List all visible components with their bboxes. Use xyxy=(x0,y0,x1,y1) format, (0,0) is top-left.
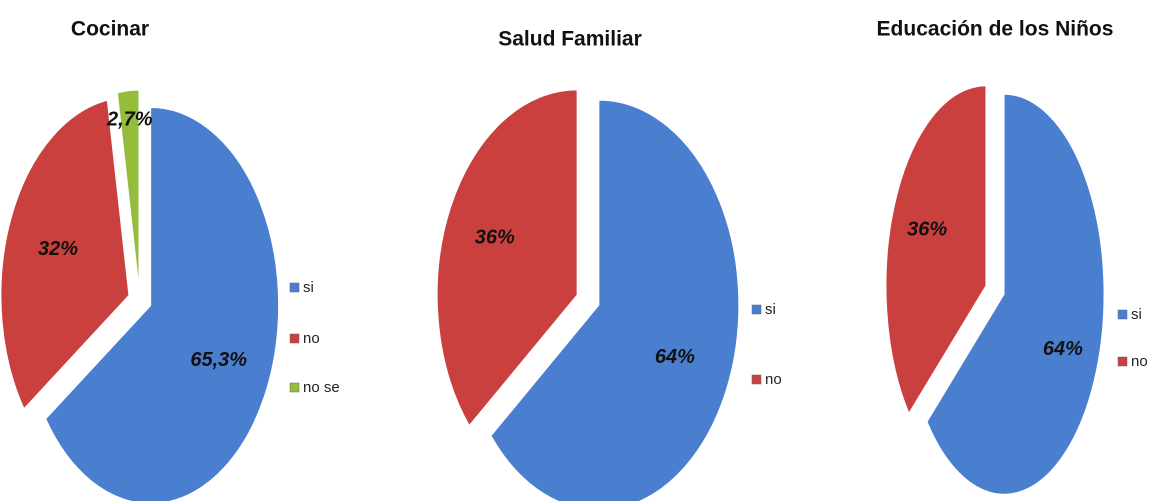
chart-title: Salud Familiar xyxy=(498,28,642,51)
value-label: 65,3% xyxy=(190,349,247,371)
pie-slice xyxy=(885,85,987,415)
value-label: 36% xyxy=(907,219,947,241)
legend-swatch xyxy=(289,382,300,393)
value-label: 36% xyxy=(475,226,515,248)
pie-slice xyxy=(436,89,578,427)
legend-swatch xyxy=(1117,309,1128,320)
legend-swatch xyxy=(289,282,300,293)
legend-label: no xyxy=(765,371,782,388)
legend-label: si xyxy=(303,279,314,296)
legend-label: si xyxy=(765,301,776,318)
chart-title: Cocinar xyxy=(71,18,149,41)
legend-swatch xyxy=(751,374,762,385)
legend-swatch xyxy=(289,333,300,344)
legend-swatch xyxy=(1117,356,1128,367)
pie-slice xyxy=(490,99,740,501)
value-label: 2,7% xyxy=(106,109,153,131)
pie-slice xyxy=(45,107,280,501)
chart-title: Educación de los Niños xyxy=(877,18,1114,41)
legend-swatch xyxy=(751,304,762,315)
pie-slice xyxy=(0,99,130,410)
legend-label: no xyxy=(1131,353,1148,370)
legend-label: no se xyxy=(303,379,340,396)
legend-label: si xyxy=(1131,306,1142,323)
pie-slice xyxy=(926,93,1105,495)
value-label: 64% xyxy=(655,346,695,368)
pie-slice xyxy=(116,89,140,289)
value-label: 64% xyxy=(1043,338,1083,360)
legend-label: no xyxy=(303,330,320,347)
value-label: 32% xyxy=(38,238,78,260)
